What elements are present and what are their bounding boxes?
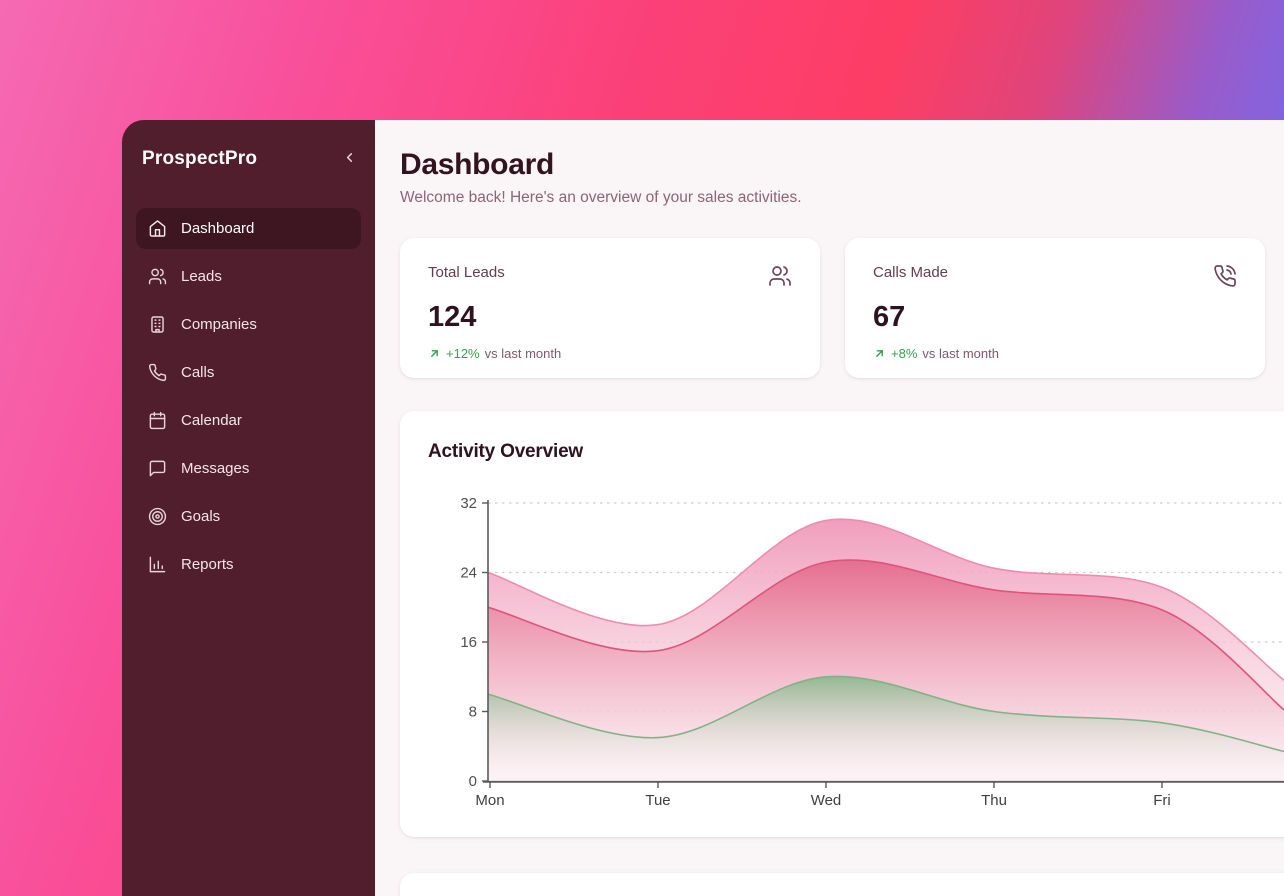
sidebar-item-label: Goals — [181, 508, 221, 525]
stat-card-calls-made: Calls Made 67 +8% vs last month — [845, 238, 1265, 378]
building-icon — [148, 315, 167, 334]
sidebar-header: ProspectPro — [136, 144, 361, 170]
stat-trend: +8% vs last month — [873, 346, 1237, 361]
users-icon — [768, 264, 792, 293]
bar-chart-icon — [148, 555, 167, 574]
stat-card-total-leads: Total Leads 124 +12% vs last month — [400, 238, 820, 378]
partial-card — [400, 873, 1284, 896]
trend-suffix: vs last month — [922, 346, 999, 361]
chevron-left-icon — [342, 150, 357, 168]
sidebar-item-label: Calendar — [181, 412, 242, 429]
activity-chart-svg: 0 8 16 24 32 Mon Tue Wed Thu Fri — [460, 495, 1284, 809]
trend-value: +8% — [891, 346, 918, 361]
stat-trend: +12% vs last month — [428, 346, 792, 361]
activity-overview-card: Activity Overview 0 8 16 24 32 Mon Tue Wed Thu Fr… — [400, 411, 1284, 837]
sidebar-item-calls[interactable]: Calls — [136, 352, 361, 393]
trend-suffix: vs last month — [484, 346, 562, 361]
svg-text:Wed: Wed — [811, 792, 842, 809]
phone-call-icon — [1213, 264, 1237, 293]
sidebar-collapse-button[interactable] — [340, 148, 359, 170]
svg-text:8: 8 — [469, 704, 477, 721]
home-icon — [148, 219, 167, 238]
message-square-icon — [148, 459, 167, 478]
stats-row: Total Leads 124 +12% vs last month Calls — [400, 238, 1284, 378]
calendar-icon — [148, 411, 167, 430]
page-title: Dashboard — [400, 148, 554, 181]
page-subtitle: Welcome back! Here's an overview of your… — [400, 189, 802, 206]
svg-text:Thu: Thu — [981, 792, 1007, 809]
arrow-up-right-icon — [873, 347, 886, 360]
target-icon — [148, 507, 167, 526]
stat-value: 124 — [428, 301, 477, 333]
sidebar: ProspectPro Dashboard Leads — [122, 120, 375, 896]
sidebar-item-companies[interactable]: Companies — [136, 304, 361, 345]
sidebar-item-label: Dashboard — [181, 220, 255, 237]
stat-label: Calls Made — [873, 264, 949, 281]
svg-text:Fri: Fri — [1153, 792, 1171, 809]
sidebar-item-messages[interactable]: Messages — [136, 448, 361, 489]
stat-value: 67 — [873, 301, 906, 333]
stat-label: Total Leads — [428, 264, 505, 281]
sidebar-item-label: Leads — [181, 268, 222, 285]
svg-text:Tue: Tue — [645, 792, 670, 809]
sidebar-item-dashboard[interactable]: Dashboard — [136, 208, 361, 249]
svg-text:24: 24 — [460, 565, 477, 582]
sidebar-item-label: Reports — [181, 556, 234, 573]
main-content: Dashboard Welcome back! Here's an overvi… — [375, 120, 1284, 896]
sidebar-nav: Dashboard Leads Companies Calls — [136, 208, 361, 585]
sidebar-item-calendar[interactable]: Calendar — [136, 400, 361, 441]
sidebar-item-leads[interactable]: Leads — [136, 256, 361, 297]
sidebar-item-label: Messages — [181, 460, 250, 477]
sidebar-item-reports[interactable]: Reports — [136, 544, 361, 585]
sidebar-item-label: Companies — [181, 316, 257, 333]
svg-text:32: 32 — [460, 495, 477, 512]
svg-text:0: 0 — [469, 773, 477, 790]
trend-value: +12% — [446, 346, 480, 361]
chart-title: Activity Overview — [428, 441, 584, 462]
sidebar-item-label: Calls — [181, 364, 215, 381]
svg-text:Mon: Mon — [475, 792, 504, 809]
app-window: ProspectPro Dashboard Leads — [122, 120, 1284, 896]
arrow-up-right-icon — [428, 347, 441, 360]
users-icon — [148, 267, 167, 286]
phone-icon — [148, 363, 167, 382]
app-logo: ProspectPro — [142, 148, 258, 169]
sidebar-item-goals[interactable]: Goals — [136, 496, 361, 537]
svg-text:16: 16 — [460, 634, 477, 651]
